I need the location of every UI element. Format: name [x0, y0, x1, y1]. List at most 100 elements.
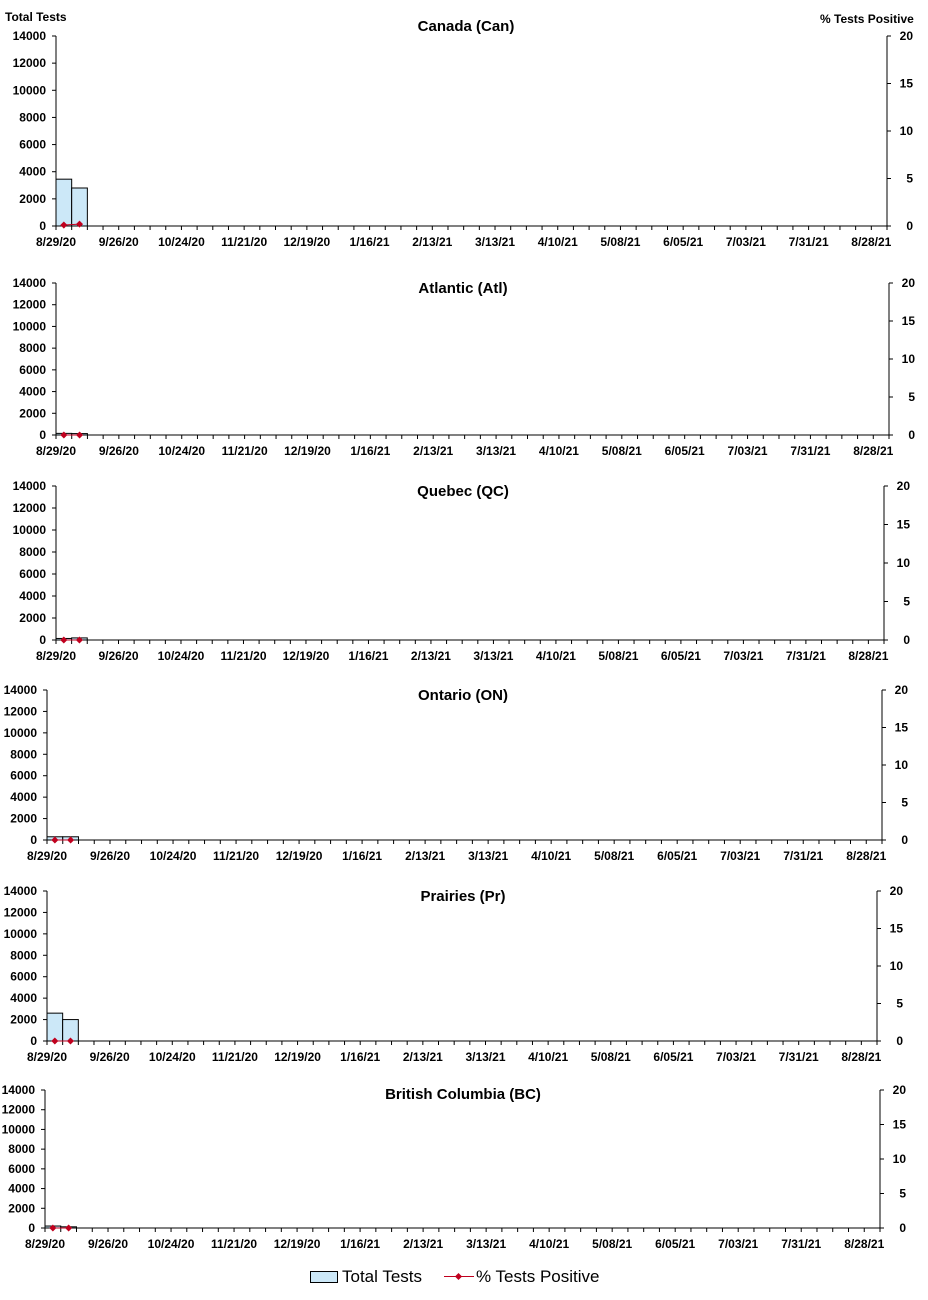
- x-tick-label: 10/24/20: [158, 444, 205, 458]
- x-tick-label: 6/05/21: [665, 444, 705, 458]
- x-tick-label: 7/03/21: [720, 849, 760, 863]
- y-tick-label: 12000: [13, 298, 47, 312]
- y-tick-label: 4000: [10, 991, 37, 1005]
- y-tick-label: 14000: [13, 29, 47, 43]
- y-tick-label: 0: [39, 428, 46, 442]
- chart-title: Canada (Can): [418, 18, 515, 35]
- y2-tick-label: 20: [890, 884, 904, 898]
- y-tick-label: 14000: [2, 1083, 36, 1097]
- x-tick-label: 10/24/20: [158, 235, 205, 249]
- y2-tick-label: 15: [895, 721, 909, 735]
- y-tick-label: 4000: [10, 790, 37, 804]
- chart-panel-0: Canada (Can) 0 2000 4000 6000 8000 10000 12000 1…: [13, 18, 914, 249]
- y-tick-label: 14000: [4, 683, 38, 697]
- x-tick-label: 6/05/21: [663, 235, 703, 249]
- x-tick-label: 7/31/21: [786, 649, 826, 663]
- x-tick-label: 1/16/21: [340, 1050, 380, 1064]
- x-tick-label: 7/31/21: [779, 1050, 819, 1064]
- x-tick-label: 7/03/21: [718, 1237, 758, 1251]
- x-tick-label: 5/08/21: [602, 444, 642, 458]
- y-tick-label: 6000: [19, 567, 46, 581]
- x-tick-label: 11/21/20: [221, 235, 267, 249]
- y2-tick-label: 10: [890, 959, 904, 973]
- y2-tick-label: 0: [901, 833, 908, 847]
- x-tick-label: 10/24/20: [148, 1237, 195, 1251]
- y-tick-label: 6000: [8, 1162, 35, 1176]
- point-pct-positive: [76, 431, 84, 439]
- y-tick-label: 8000: [10, 747, 37, 761]
- bar-total-tests: [55, 178, 73, 227]
- x-tick-label: 11/21/20: [213, 849, 259, 863]
- y2-tick-label: 20: [902, 276, 916, 290]
- y-tick-label: 14000: [4, 884, 38, 898]
- y2-tick-label: 0: [899, 1221, 906, 1235]
- y-tick-label: 0: [30, 1034, 37, 1048]
- x-tick-label: 4/10/21: [539, 444, 579, 458]
- legend-bar-label: Total Tests: [342, 1267, 423, 1286]
- point-pct-positive: [51, 836, 59, 844]
- x-tick-label: 4/10/21: [536, 649, 576, 663]
- y-tick-label: 4000: [8, 1182, 35, 1196]
- x-tick-label: 8/28/21: [844, 1237, 884, 1251]
- chart-panel-4: Prairies (Pr) 0 2000 4000 6000 8000 10000 12000…: [4, 884, 904, 1064]
- point-pct-positive: [60, 221, 68, 229]
- y2-tick-label: 5: [899, 1187, 906, 1201]
- x-tick-label: 8/29/20: [36, 235, 76, 249]
- x-tick-label: 12/19/20: [274, 1237, 321, 1251]
- y-tick-label: 6000: [10, 769, 37, 783]
- point-pct-positive: [67, 836, 75, 844]
- x-tick-label: 9/26/20: [99, 235, 139, 249]
- x-tick-label: 2/13/21: [413, 444, 453, 458]
- x-tick-label: 12/19/20: [284, 444, 331, 458]
- y-tick-label: 8000: [10, 948, 37, 962]
- y-tick-label: 6000: [19, 138, 46, 152]
- x-tick-label: 2/13/21: [412, 235, 452, 249]
- y-tick-label: 6000: [10, 970, 37, 984]
- y-tick-label: 12000: [13, 501, 47, 515]
- x-tick-label: 2/13/21: [405, 849, 445, 863]
- y-tick-label: 10000: [4, 927, 38, 941]
- x-tick-label: 5/08/21: [594, 849, 634, 863]
- y-tick-label: 2000: [10, 1013, 37, 1027]
- x-tick-label: 11/21/20: [212, 1050, 258, 1064]
- point-pct-positive: [60, 431, 68, 439]
- y2-tick-label: 0: [903, 633, 910, 647]
- y-tick-label: 12000: [13, 56, 47, 70]
- chart-title: Quebec (QC): [417, 483, 509, 500]
- x-tick-label: 4/10/21: [528, 1050, 568, 1064]
- y2-tick-label: 5: [903, 595, 910, 609]
- y2-tick-label: 15: [893, 1118, 907, 1132]
- x-tick-label: 3/13/21: [468, 849, 508, 863]
- chart-title: Atlantic (Atl): [418, 280, 507, 297]
- x-tick-label: 4/10/21: [538, 235, 578, 249]
- right-axis-header: % Tests Positive: [820, 12, 914, 26]
- y-tick-label: 10000: [2, 1122, 36, 1136]
- x-tick-label: 10/24/20: [158, 649, 205, 663]
- x-tick-label: 8/29/20: [27, 1050, 67, 1064]
- y2-tick-label: 0: [908, 428, 915, 442]
- x-tick-label: 8/28/21: [851, 235, 891, 249]
- x-tick-label: 11/21/20: [220, 649, 266, 663]
- y-tick-label: 8000: [19, 545, 46, 559]
- x-tick-label: 9/26/20: [90, 849, 130, 863]
- x-tick-label: 9/26/20: [90, 1050, 130, 1064]
- y-tick-label: 8000: [19, 110, 46, 124]
- x-tick-label: 6/05/21: [655, 1237, 695, 1251]
- x-tick-label: 5/08/21: [600, 235, 640, 249]
- point-pct-positive: [49, 1224, 57, 1232]
- y2-tick-label: 0: [896, 1034, 903, 1048]
- y2-tick-label: 10: [895, 758, 909, 772]
- y2-tick-label: 10: [897, 556, 911, 570]
- chart-panel-5: British Columbia (BC) 0 2000 4000 6000 8000 10…: [2, 1083, 907, 1251]
- y2-tick-label: 10: [900, 124, 914, 138]
- x-tick-label: 1/16/21: [340, 1237, 380, 1251]
- x-tick-label: 1/16/21: [350, 444, 390, 458]
- chart-title: British Columbia (BC): [385, 1086, 541, 1103]
- x-tick-label: 7/03/21: [723, 649, 763, 663]
- chart-title: Prairies (Pr): [420, 888, 505, 905]
- legend: Total Tests % Tests Positive: [310, 1266, 621, 1288]
- y2-tick-label: 20: [897, 479, 911, 493]
- x-tick-label: 6/05/21: [657, 849, 697, 863]
- y-tick-label: 0: [30, 833, 37, 847]
- y-tick-label: 0: [39, 633, 46, 647]
